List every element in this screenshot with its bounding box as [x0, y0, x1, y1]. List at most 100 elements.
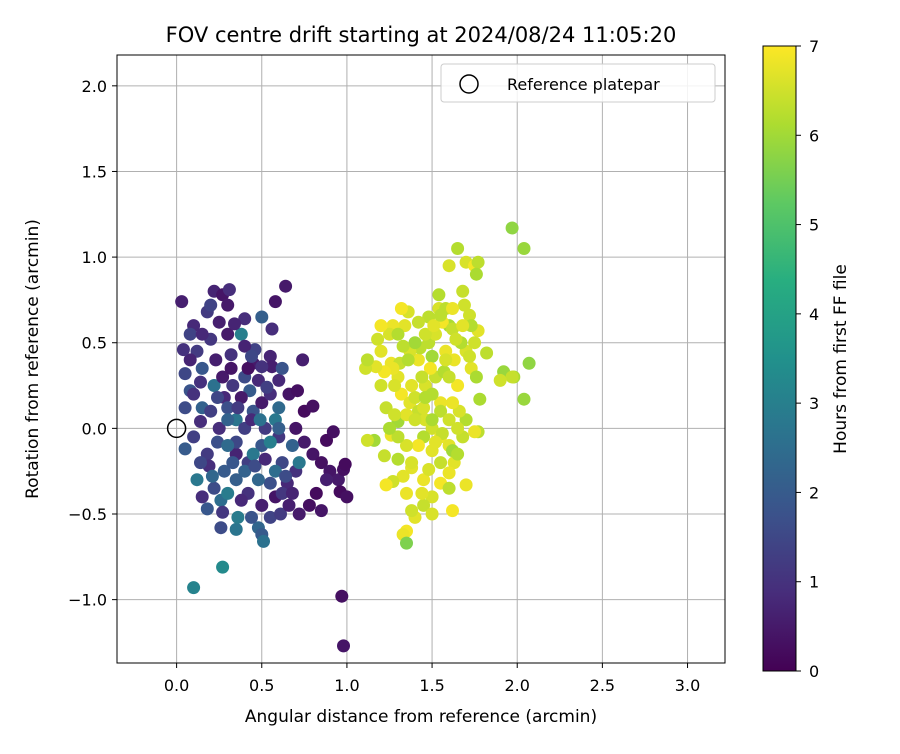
data-point — [214, 521, 228, 535]
data-point — [446, 322, 459, 336]
data-point — [194, 375, 207, 389]
x-tick-label: 0.0 — [164, 676, 189, 695]
data-point — [246, 447, 260, 461]
data-point — [423, 361, 437, 375]
data-point — [446, 504, 459, 518]
data-point — [425, 349, 439, 363]
data-point — [374, 379, 388, 392]
data-point — [195, 361, 209, 375]
colorbar-tick-label: 5 — [809, 216, 819, 235]
data-point — [245, 349, 258, 363]
data-point — [468, 425, 482, 439]
data-point — [234, 391, 248, 404]
data-point — [383, 421, 396, 435]
data-point — [371, 332, 385, 346]
colorbar-tick-label: 4 — [809, 305, 819, 324]
y-tick-label: 0.0 — [82, 419, 107, 438]
data-points — [175, 221, 536, 653]
data-point — [255, 310, 269, 324]
data-point — [187, 387, 201, 401]
data-point — [396, 339, 410, 353]
data-point — [473, 392, 487, 406]
data-point — [221, 486, 235, 500]
data-point — [377, 449, 391, 463]
data-point — [285, 486, 299, 500]
data-point — [255, 396, 269, 410]
data-point — [226, 379, 240, 392]
data-point — [396, 469, 410, 483]
colorbar-tick-label: 0 — [809, 662, 819, 681]
data-point — [205, 469, 219, 483]
y-tick-label: −0.5 — [68, 505, 107, 524]
data-point — [418, 391, 432, 404]
colorbar-tick-label: 1 — [809, 573, 819, 592]
data-point — [439, 353, 453, 367]
data-point — [292, 507, 306, 521]
data-point — [471, 255, 485, 269]
x-tick-label: 0.5 — [249, 676, 274, 695]
data-point — [209, 353, 223, 367]
data-point — [268, 295, 282, 309]
data-point — [408, 413, 422, 427]
data-point — [505, 221, 519, 235]
data-point — [493, 373, 507, 387]
y-tick-label: 2.0 — [82, 77, 107, 96]
data-point — [176, 343, 190, 357]
data-point — [221, 401, 235, 415]
data-point — [338, 457, 352, 471]
legend: Reference platepar — [440, 63, 716, 103]
data-point — [224, 348, 238, 362]
data-point — [517, 242, 531, 255]
data-point — [388, 379, 402, 392]
x-tick-label: 1.5 — [419, 676, 444, 695]
data-point — [309, 486, 323, 500]
data-point — [265, 322, 279, 336]
data-point — [446, 396, 459, 410]
data-point — [238, 339, 252, 353]
y-axis-label: Rotation from reference (arcmin) — [23, 219, 43, 499]
data-point — [234, 327, 248, 341]
data-point — [451, 379, 465, 392]
data-point — [425, 507, 439, 521]
data-point — [274, 507, 287, 521]
data-point — [459, 478, 473, 492]
y-tick-label: −1.0 — [68, 591, 107, 610]
data-point — [229, 473, 243, 487]
data-point — [289, 421, 303, 435]
data-point — [469, 370, 483, 384]
data-point — [302, 498, 316, 512]
data-point — [306, 399, 320, 413]
data-point — [207, 481, 221, 495]
data-point — [292, 456, 306, 470]
data-point — [282, 498, 296, 512]
data-point — [258, 452, 272, 466]
data-point — [285, 439, 299, 452]
data-point — [451, 447, 465, 461]
data-point — [190, 473, 204, 487]
data-point — [405, 456, 419, 470]
data-point — [257, 534, 270, 548]
data-point — [422, 463, 436, 476]
data-point — [279, 469, 293, 483]
data-point — [517, 392, 531, 406]
data-point — [463, 308, 476, 322]
data-point — [480, 346, 494, 360]
data-point — [183, 327, 197, 341]
data-point — [505, 370, 519, 384]
data-point — [221, 298, 235, 312]
data-point — [388, 408, 402, 422]
data-point — [195, 327, 209, 341]
data-point — [268, 464, 282, 478]
data-point — [272, 421, 286, 435]
data-point — [183, 353, 197, 367]
data-point — [231, 510, 245, 524]
data-point — [211, 391, 224, 404]
data-point — [417, 401, 431, 415]
reference-platepar-marker — [166, 418, 187, 439]
colorbar-label: Hours from first FF file — [831, 264, 851, 454]
data-point — [442, 466, 456, 480]
data-point — [263, 510, 277, 524]
x-tick-label: 3.0 — [675, 676, 700, 695]
data-point — [222, 283, 236, 297]
data-point — [187, 430, 201, 444]
